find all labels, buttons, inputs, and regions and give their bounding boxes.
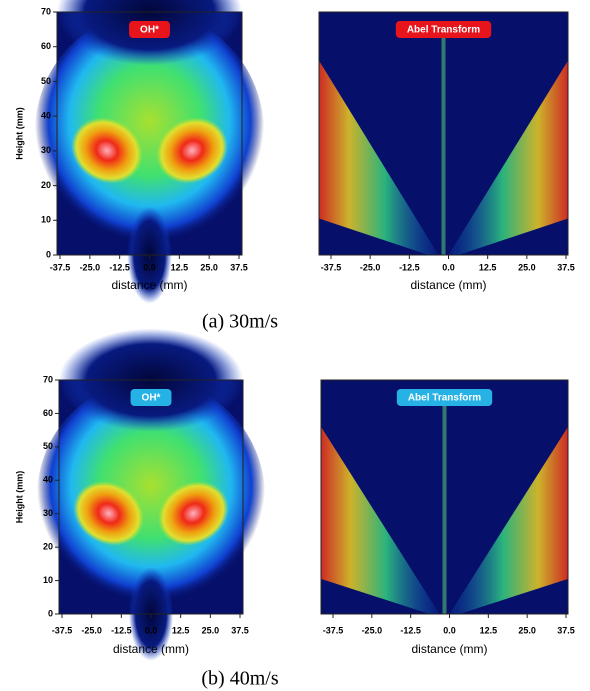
plot-label-box [395, 21, 492, 38]
plot-label: Abel Transform [407, 25, 480, 36]
plot-label: OH* [140, 25, 159, 36]
heatmap-hot [158, 481, 229, 546]
x-axis-label: distance (mm) [411, 642, 487, 656]
x-tick-label: 37.5 [230, 262, 248, 272]
x-axis-label: distance (mm) [410, 278, 486, 292]
y-tick-label: 20 [43, 542, 53, 552]
x-tick-label: 0.0 [145, 625, 158, 635]
x-tick-label: 12.5 [479, 262, 497, 272]
y-axis-label: Height (mm) [14, 471, 24, 524]
heatmap-centerline [442, 390, 447, 614]
plot-frame [318, 11, 569, 256]
heatmap-wing [321, 426, 440, 614]
y-tick-label: 30 [41, 145, 51, 155]
x-tick-label: -12.5 [109, 262, 130, 272]
x-tick-label: 0.0 [143, 262, 156, 272]
plot-frame [320, 379, 569, 615]
x-tick-label: -25.0 [81, 625, 102, 635]
plot-label-box [130, 389, 172, 406]
x-tick-label: 12.5 [172, 625, 190, 635]
x-tick-label: -12.5 [111, 625, 132, 635]
x-tick-label: -37.5 [323, 625, 344, 635]
x-tick-label: -37.5 [321, 262, 342, 272]
heatmap-hot [71, 117, 143, 184]
caption: (a) 30m/s [202, 311, 278, 333]
y-tick-label: 50 [41, 76, 51, 86]
x-tick-label: 37.5 [231, 625, 249, 635]
x-tick-label: 37.5 [557, 262, 575, 272]
x-tick-label: 25.0 [202, 625, 220, 635]
x-tick-label: 0.0 [443, 625, 456, 635]
heatmap-glow [36, 380, 266, 614]
heatmap-centerline [441, 22, 446, 255]
x-tick-label: -25.0 [360, 262, 381, 272]
plot-label-box [129, 21, 170, 38]
x-tick-label: -12.5 [400, 625, 421, 635]
x-tick-label: -37.5 [50, 262, 71, 272]
heatmap-glow [34, 12, 265, 255]
heatmap-hot [156, 117, 228, 184]
x-tick-label: 25.0 [200, 262, 218, 272]
y-tick-label: 60 [43, 408, 53, 418]
x-tick-label: 12.5 [171, 262, 189, 272]
x-tick-label: 25.0 [518, 262, 536, 272]
x-tick-label: 37.5 [557, 625, 575, 635]
y-axis-label: Height (mm) [14, 107, 24, 160]
x-tick-label: -12.5 [399, 262, 420, 272]
plot-label-box [396, 389, 493, 406]
y-tick-label: 60 [41, 41, 51, 51]
y-tick-label: 10 [43, 575, 53, 585]
y-tick-label: 70 [43, 374, 53, 384]
x-axis-label: distance (mm) [111, 278, 187, 292]
y-tick-label: 0 [48, 608, 53, 618]
y-tick-label: 30 [43, 508, 53, 518]
heatmap-wing [448, 60, 568, 255]
plot-label: OH* [142, 393, 161, 404]
x-tick-label: -37.5 [52, 625, 73, 635]
y-tick-label: 40 [41, 111, 51, 121]
x-tick-label: 12.5 [480, 625, 498, 635]
heatmap-wing [449, 426, 568, 614]
x-tick-label: 0.0 [442, 262, 455, 272]
plot-label: Abel Transform [408, 393, 481, 404]
heatmap-hot [73, 481, 144, 546]
y-tick-label: 10 [41, 215, 51, 225]
heatmap-wing [319, 60, 439, 255]
y-tick-label: 40 [43, 475, 53, 485]
y-tick-label: 0 [46, 249, 51, 259]
y-tick-label: 50 [43, 441, 53, 451]
y-tick-label: 20 [41, 180, 51, 190]
x-tick-label: -25.0 [362, 625, 383, 635]
x-axis-label: distance (mm) [113, 642, 189, 656]
x-tick-label: -25.0 [80, 262, 101, 272]
y-tick-label: 70 [41, 6, 51, 16]
x-tick-label: 25.0 [518, 625, 536, 635]
caption: (b) 40m/s [201, 668, 278, 690]
